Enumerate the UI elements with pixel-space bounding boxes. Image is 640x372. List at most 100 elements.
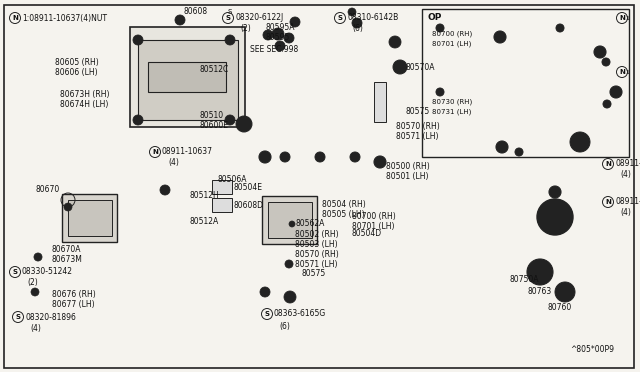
- Circle shape: [537, 199, 573, 235]
- Circle shape: [496, 141, 508, 153]
- Text: 80595: 80595: [265, 33, 289, 42]
- Circle shape: [602, 58, 610, 66]
- Text: OP: OP: [428, 13, 442, 22]
- Circle shape: [348, 8, 356, 16]
- Circle shape: [499, 144, 505, 150]
- Text: 80562A: 80562A: [295, 219, 324, 228]
- Circle shape: [31, 288, 39, 296]
- Text: 80571 (LH): 80571 (LH): [295, 260, 337, 269]
- Text: 80570 (RH): 80570 (RH): [396, 122, 440, 131]
- Text: 80512H: 80512H: [190, 192, 220, 201]
- Text: 08363-6165G: 08363-6165G: [274, 310, 326, 318]
- Circle shape: [260, 287, 270, 297]
- Text: 1: 1: [625, 70, 629, 74]
- Circle shape: [227, 38, 232, 42]
- Text: N: N: [152, 149, 158, 155]
- Text: 80700 (RH): 80700 (RH): [352, 212, 396, 221]
- Text: (2): (2): [27, 279, 38, 288]
- Circle shape: [315, 152, 325, 162]
- Text: 08320-81896: 08320-81896: [25, 312, 76, 321]
- Text: (4): (4): [620, 208, 631, 218]
- Bar: [212, 198, 232, 212]
- Text: 80501 (LH): 80501 (LH): [386, 173, 429, 182]
- Circle shape: [136, 38, 141, 42]
- Circle shape: [64, 203, 72, 211]
- Circle shape: [160, 185, 170, 195]
- Circle shape: [350, 152, 360, 162]
- Circle shape: [436, 88, 444, 96]
- Text: N: N: [605, 199, 611, 205]
- Text: ^805*00P9: ^805*00P9: [570, 346, 614, 355]
- Text: 80606 (LH): 80606 (LH): [55, 67, 98, 77]
- Circle shape: [556, 24, 564, 32]
- Bar: [545, 212, 565, 217]
- Bar: [262, 196, 317, 244]
- Circle shape: [436, 24, 444, 32]
- Text: 80760: 80760: [548, 302, 572, 311]
- Text: 80677 (LH): 80677 (LH): [52, 299, 95, 308]
- Text: S: S: [15, 314, 20, 320]
- Circle shape: [227, 118, 232, 122]
- Circle shape: [574, 136, 586, 148]
- Text: N: N: [605, 161, 611, 167]
- Circle shape: [263, 30, 273, 40]
- Circle shape: [533, 265, 547, 279]
- Text: S: S: [337, 15, 342, 21]
- Text: 80506A: 80506A: [218, 174, 248, 183]
- Circle shape: [555, 282, 575, 302]
- Circle shape: [527, 259, 553, 285]
- Text: 80763: 80763: [528, 288, 552, 296]
- Text: 08911-10637: 08911-10637: [615, 160, 640, 169]
- Bar: [62, 194, 117, 242]
- Text: S: S: [13, 269, 17, 275]
- Text: 80701 (LH): 80701 (LH): [432, 41, 472, 47]
- Text: 08310-6142B: 08310-6142B: [347, 13, 398, 22]
- Text: 80505 (LH): 80505 (LH): [322, 211, 365, 219]
- Circle shape: [552, 189, 558, 195]
- Circle shape: [497, 34, 503, 40]
- Text: (6): (6): [352, 23, 363, 32]
- Text: S: S: [264, 311, 269, 317]
- Circle shape: [225, 35, 235, 45]
- Circle shape: [515, 148, 523, 156]
- Circle shape: [236, 116, 252, 132]
- Circle shape: [284, 33, 294, 43]
- Text: 80503 (LH): 80503 (LH): [295, 240, 338, 248]
- Circle shape: [133, 115, 143, 125]
- Circle shape: [280, 152, 290, 162]
- Bar: [68, 200, 112, 236]
- Text: 80512A: 80512A: [190, 218, 220, 227]
- Text: 80700 (RH): 80700 (RH): [432, 31, 472, 37]
- Text: (4): (4): [30, 324, 41, 333]
- Text: 08911-10637: 08911-10637: [162, 148, 213, 157]
- Text: 80670: 80670: [35, 185, 60, 193]
- Text: 80570A: 80570A: [405, 62, 435, 71]
- Circle shape: [275, 41, 285, 51]
- Text: N: N: [619, 15, 625, 21]
- Bar: [374, 82, 386, 122]
- Text: 80605 (RH): 80605 (RH): [55, 58, 99, 67]
- Bar: [148, 62, 226, 92]
- Circle shape: [175, 15, 185, 25]
- Text: 80750A: 80750A: [510, 276, 540, 285]
- Bar: [422, 9, 629, 157]
- Text: 80600E: 80600E: [200, 121, 229, 129]
- Circle shape: [352, 18, 362, 28]
- Circle shape: [393, 60, 407, 74]
- Text: 80731 (LH): 80731 (LH): [432, 109, 472, 115]
- Circle shape: [549, 186, 561, 198]
- Text: 80571 (LH): 80571 (LH): [396, 132, 438, 141]
- Text: 80502 (RH): 80502 (RH): [295, 230, 339, 238]
- Text: 80595A: 80595A: [265, 23, 294, 32]
- Text: 80674H (LH): 80674H (LH): [60, 99, 108, 109]
- Text: 80608: 80608: [183, 7, 207, 16]
- Text: 1: 1: [625, 16, 629, 20]
- Text: 80673M: 80673M: [52, 256, 83, 264]
- Text: 80510: 80510: [199, 112, 223, 121]
- Text: S: S: [228, 9, 232, 15]
- Circle shape: [610, 86, 622, 98]
- Circle shape: [603, 100, 611, 108]
- Circle shape: [389, 36, 401, 48]
- Text: 80504D: 80504D: [352, 230, 382, 238]
- Text: (4): (4): [620, 170, 631, 180]
